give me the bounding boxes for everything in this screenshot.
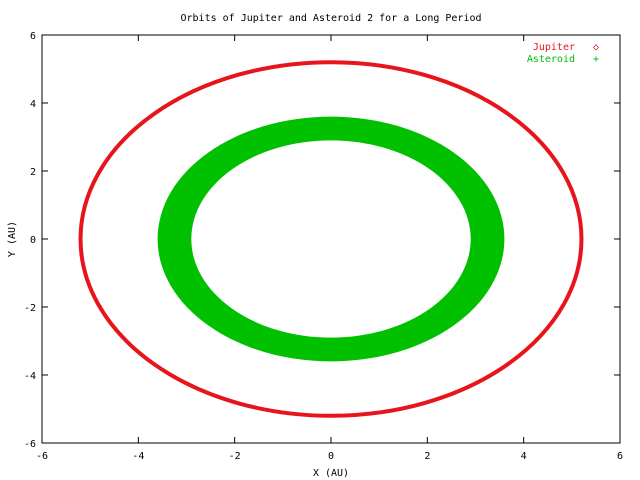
series-jupiter-orbit	[78, 60, 584, 418]
y-tick-label: 6	[30, 31, 36, 42]
y-tick-label: -6	[24, 439, 36, 450]
x-tick-label: 4	[521, 451, 527, 462]
chart-title: Orbits of Jupiter and Asteroid 2 for a L…	[180, 13, 481, 24]
legend-marker-asteroid-icon: +	[593, 54, 599, 65]
axes-layer: -6 -4 -2 0 2 4 6 -6 -4 -2 0 2 4 6	[24, 31, 623, 462]
y-tick-label: 0	[30, 235, 36, 246]
x-axis-label: X (AU)	[313, 468, 349, 479]
legend-marker-jupiter-icon: ◇	[593, 42, 599, 53]
legend-label-jupiter: Jupiter	[533, 42, 575, 53]
y-tick-label: -2	[24, 303, 36, 314]
x-tick-label: 2	[424, 451, 430, 462]
x-tick-label: -6	[36, 451, 48, 462]
x-tick-label: -2	[229, 451, 241, 462]
x-tick-label: -4	[132, 451, 144, 462]
legend-label-asteroid: Asteroid	[527, 54, 575, 65]
x-tick-label: 6	[617, 451, 623, 462]
data-layer	[78, 60, 584, 418]
y-tick-label: 4	[30, 99, 36, 110]
y-axis-label: Y (AU)	[7, 221, 18, 257]
x-tick-label: 0	[328, 451, 334, 462]
legend: Jupiter ◇ Asteroid +	[527, 42, 599, 65]
y-tick-label: -4	[24, 371, 36, 382]
y-tick-label: 2	[30, 167, 36, 178]
